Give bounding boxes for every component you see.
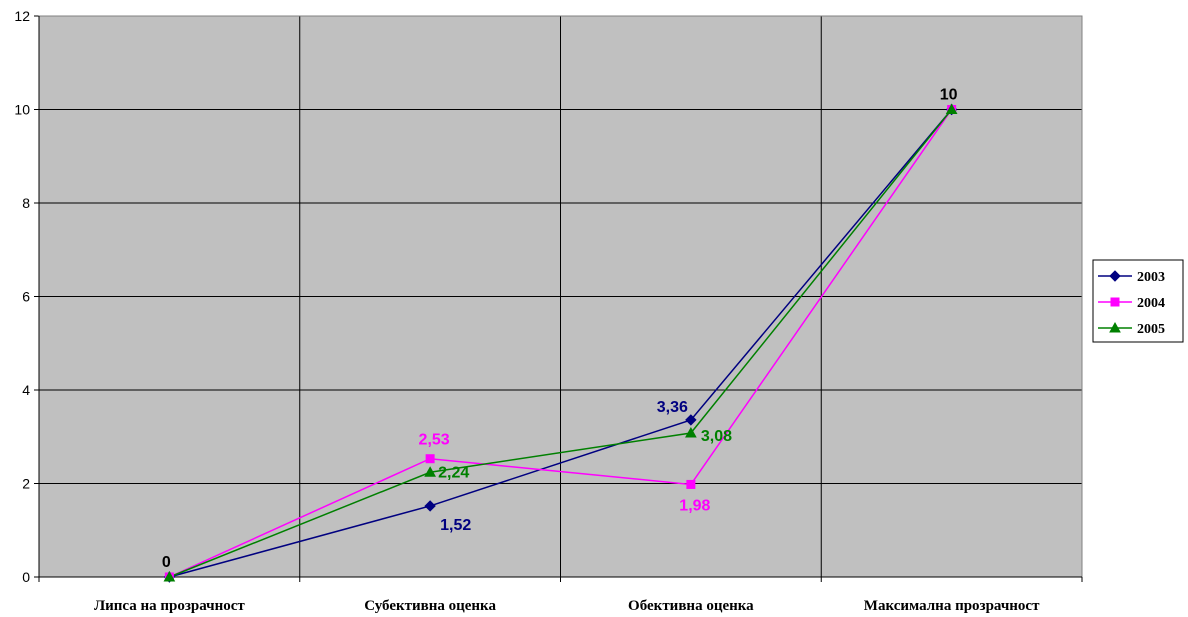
marker-triangle bbox=[163, 570, 176, 582]
series-line-2005 bbox=[169, 109, 953, 578]
marker-triangle bbox=[685, 426, 697, 438]
x-axis-categories: Липса на прозрачност Субективна оценка Обе… bbox=[94, 598, 1040, 614]
y-tick-label: 4 bbox=[22, 382, 30, 398]
legend: 2003 2004 2005 bbox=[1092, 259, 1184, 343]
marker-diamond bbox=[685, 414, 697, 426]
marker-square bbox=[425, 454, 435, 464]
marker-diamond bbox=[424, 500, 436, 512]
marker-diamond bbox=[1109, 270, 1121, 282]
legend-label-2004: 2004 bbox=[1137, 296, 1165, 311]
y-tick-label: 0 bbox=[22, 569, 30, 585]
marker-square bbox=[686, 479, 696, 489]
y-tick-label: 12 bbox=[14, 8, 30, 24]
y-tick-label: 8 bbox=[22, 195, 30, 211]
data-label-common: 10 bbox=[940, 87, 958, 104]
data-label-2005: 3,08 bbox=[701, 428, 732, 445]
series-lines bbox=[163, 103, 958, 583]
data-labels: 1,52 3,36 2,53 1,98 2,24 3,08 0 10 bbox=[162, 87, 958, 572]
marker-triangle bbox=[945, 103, 958, 114]
data-label-2004: 1,98 bbox=[679, 497, 710, 514]
marker-triangle bbox=[1109, 321, 1121, 333]
y-tick-label: 2 bbox=[22, 476, 30, 492]
marker-triangle bbox=[424, 466, 436, 477]
x-category-label: Субективна оценка bbox=[364, 598, 496, 614]
axes bbox=[34, 15, 1083, 582]
data-label-2003: 1,52 bbox=[440, 517, 471, 534]
data-label-2003: 3,36 bbox=[657, 399, 688, 416]
marker-square bbox=[1110, 297, 1120, 307]
legend-label-2003: 2003 bbox=[1137, 270, 1165, 285]
legend-label-2005: 2005 bbox=[1137, 322, 1165, 337]
series-line-2003 bbox=[169, 109, 953, 578]
y-tick-label: 10 bbox=[14, 102, 30, 118]
y-tick-label: 6 bbox=[22, 289, 30, 305]
data-label-2004: 2,53 bbox=[419, 432, 450, 449]
series-line-2004 bbox=[169, 109, 953, 578]
x-category-label: Максимална прозрачност bbox=[864, 598, 1040, 614]
data-label-2005: 2,24 bbox=[438, 464, 469, 481]
data-label-common: 0 bbox=[162, 554, 171, 571]
y-axis-ticks: 0 2 4 6 8 10 12 bbox=[14, 8, 30, 585]
x-category-label: Липса на прозрачност bbox=[94, 598, 245, 614]
x-category-label: Обективна оценка bbox=[628, 598, 754, 614]
